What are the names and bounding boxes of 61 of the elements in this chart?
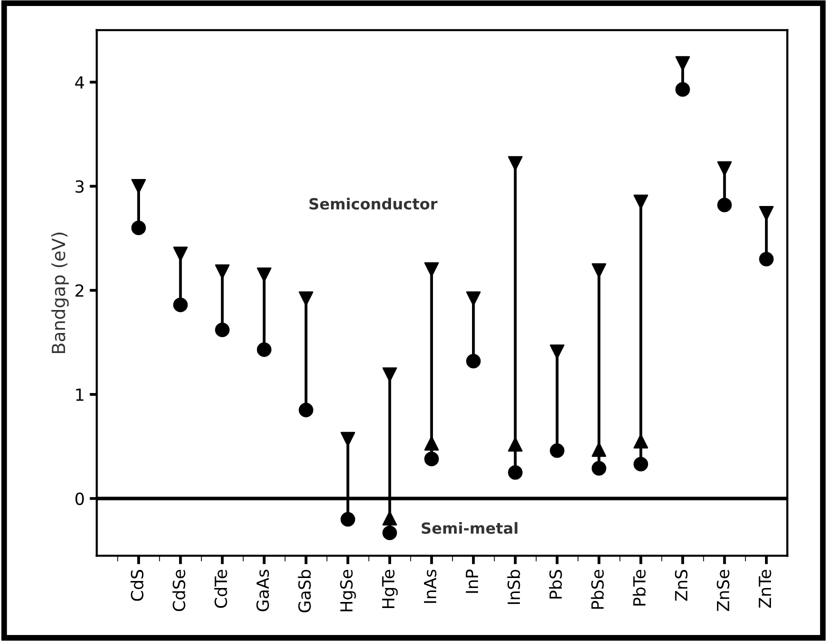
- point: [382, 510, 397, 526]
- x-tick-label: GaAs: [256, 570, 269, 612]
- x-tick-label: InP: [466, 570, 478, 593]
- point: [215, 264, 230, 279]
- point: [592, 442, 606, 457]
- x-tick-label: ZnSe: [716, 570, 730, 612]
- point: [424, 262, 439, 277]
- x-tick-label: CdSe: [172, 570, 186, 612]
- annotation: Semi-metal: [422, 522, 518, 534]
- point: [508, 437, 523, 452]
- point: [298, 402, 314, 418]
- x-tick-label: PbTe: [632, 570, 646, 606]
- point: [550, 443, 564, 458]
- x-tick-label: InSb: [507, 570, 520, 604]
- point: [634, 194, 648, 210]
- x-tick-label: PbS: [549, 570, 562, 599]
- point: [173, 246, 188, 262]
- point: [759, 206, 774, 221]
- point: [466, 354, 481, 368]
- point: [256, 342, 272, 357]
- x-tick-label: HgSe: [340, 570, 356, 612]
- point: [508, 465, 523, 480]
- point: [759, 252, 774, 266]
- point: [382, 526, 397, 540]
- point: [131, 220, 146, 236]
- point: [592, 461, 606, 476]
- y-tick-label: 2: [76, 284, 84, 297]
- point: [634, 456, 648, 472]
- point: [592, 263, 606, 278]
- x-tick-label: CdS: [130, 570, 144, 601]
- point: [173, 298, 188, 312]
- point: [215, 322, 230, 338]
- point: [256, 267, 272, 282]
- y-tick-label: 4: [75, 76, 84, 88]
- y-tick-label: 1: [76, 388, 84, 401]
- point: [675, 82, 690, 97]
- annotation: Semiconductor: [309, 198, 438, 210]
- point: [717, 198, 732, 212]
- point: [424, 452, 439, 466]
- x-tick-label: PbSe: [590, 570, 604, 609]
- point: [340, 432, 356, 446]
- x-tick-label: InAs: [424, 570, 436, 603]
- point: [340, 512, 356, 527]
- point: [424, 436, 439, 451]
- point: [508, 156, 523, 171]
- point: [550, 344, 564, 360]
- point: [466, 291, 481, 306]
- x-tick-label: ZnS: [674, 570, 688, 601]
- x-tick-label: HgTe: [382, 570, 398, 608]
- point: [298, 291, 314, 306]
- point: [634, 434, 648, 449]
- x-tick-label: ZnTe: [758, 570, 772, 608]
- x-tick-label: CdTe: [214, 570, 228, 608]
- point: [717, 161, 732, 176]
- y-tick-label: 0: [75, 492, 84, 506]
- point: [131, 178, 146, 194]
- y-axis-title: Bandgap (eV): [51, 232, 69, 353]
- y-tick-label: 3: [76, 180, 84, 193]
- point: [675, 56, 690, 71]
- point: [382, 367, 397, 382]
- x-tick-label: GaSb: [298, 570, 311, 612]
